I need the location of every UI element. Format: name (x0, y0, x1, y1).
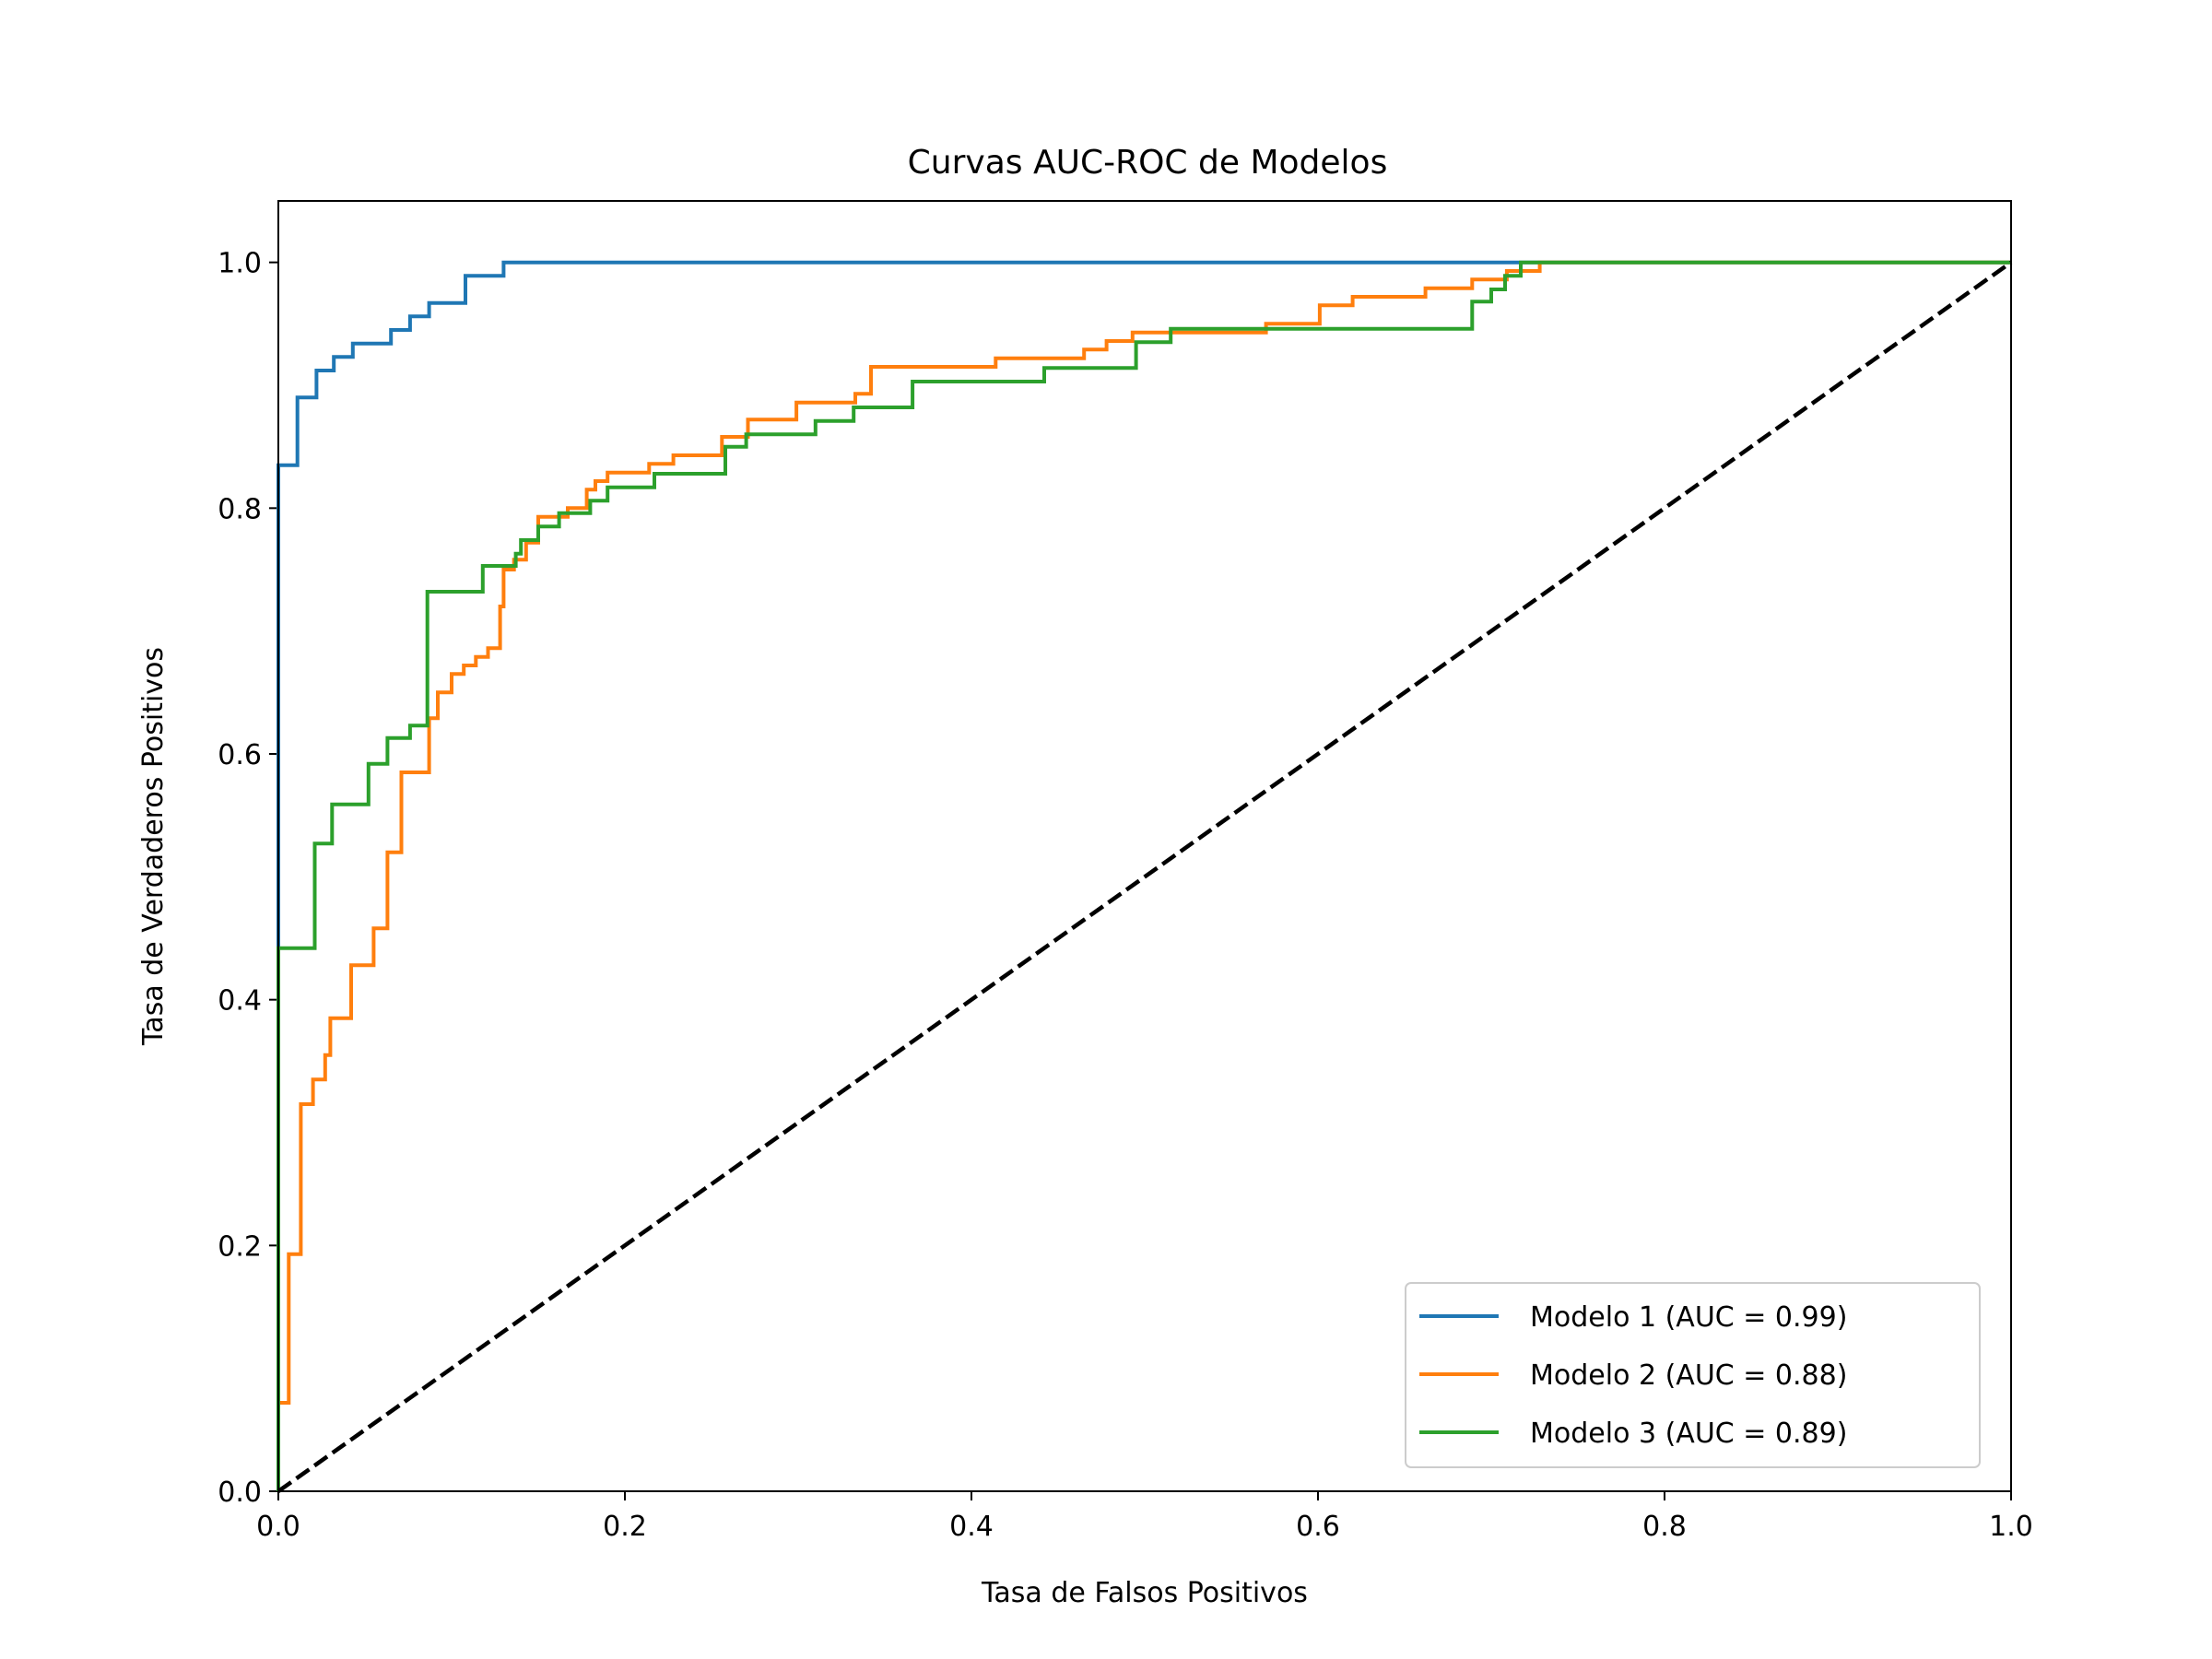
y-tick-label: 0.8 (218, 493, 262, 525)
plot-frame (277, 200, 2012, 1492)
y-tick-label: 0.0 (218, 1477, 262, 1509)
axis-ticks: 0.0 0.2 0.4 0.6 0.8 1.0 0.0 0.2 0.4 0.6 0.8 1.0 (218, 248, 2033, 1543)
series-line-modelo-3 (276, 260, 2011, 1491)
plot-lines (276, 260, 2013, 1493)
x-tick-label: 0.2 (603, 1511, 647, 1543)
series-line-modelo-1 (276, 260, 2011, 1491)
x-tick-label: 0.4 (949, 1511, 994, 1543)
x-axis-label: Tasa de Falsos Positivos (981, 1577, 1308, 1609)
y-tick-label: 0.6 (218, 739, 262, 771)
x-tick-label: 0.6 (1296, 1511, 1340, 1543)
legend-label-modelo-1: Modelo 1 (AUC = 0.99) (1530, 1301, 1847, 1334)
y-tick-label: 0.2 (218, 1230, 262, 1263)
x-tick-label: 0.0 (256, 1511, 300, 1543)
legend-label-modelo-3: Modelo 3 (AUC = 0.89) (1530, 1418, 1847, 1450)
chart-title: Curvas AUC-ROC de Modelos (908, 144, 1388, 182)
legend-label-modelo-2: Modelo 2 (AUC = 0.88) (1530, 1359, 1847, 1392)
reference-diagonal-line (276, 260, 2013, 1493)
x-tick-label: 0.8 (1642, 1511, 1687, 1543)
x-tick-label: 1.0 (1989, 1511, 2033, 1543)
legend: Modelo 1 (AUC = 0.99) Modelo 2 (AUC = 0.8… (1405, 1282, 1981, 1468)
y-axis-label: Tasa de Verdaderos Positivos (137, 647, 170, 1046)
legend-box (1405, 1282, 1981, 1468)
y-tick-label: 0.4 (218, 985, 262, 1018)
y-tick-label: 1.0 (218, 248, 262, 280)
